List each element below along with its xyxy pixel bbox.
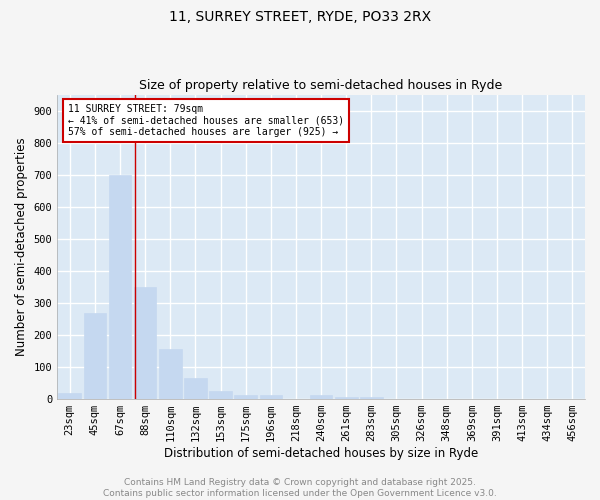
Bar xyxy=(235,395,257,399)
Bar xyxy=(83,312,106,399)
X-axis label: Distribution of semi-detached houses by size in Ryde: Distribution of semi-detached houses by … xyxy=(164,447,478,460)
Bar xyxy=(360,398,383,399)
Bar xyxy=(58,392,81,399)
Bar xyxy=(209,391,232,399)
Bar xyxy=(109,174,131,399)
Text: Contains HM Land Registry data © Crown copyright and database right 2025.
Contai: Contains HM Land Registry data © Crown c… xyxy=(103,478,497,498)
Bar xyxy=(260,395,282,399)
Bar xyxy=(159,350,182,399)
Text: 11, SURREY STREET, RYDE, PO33 2RX: 11, SURREY STREET, RYDE, PO33 2RX xyxy=(169,10,431,24)
Text: 11 SURREY STREET: 79sqm
← 41% of semi-detached houses are smaller (653)
57% of s: 11 SURREY STREET: 79sqm ← 41% of semi-de… xyxy=(68,104,344,137)
Title: Size of property relative to semi-detached houses in Ryde: Size of property relative to semi-detach… xyxy=(139,79,503,92)
Bar xyxy=(310,395,332,399)
Y-axis label: Number of semi-detached properties: Number of semi-detached properties xyxy=(15,138,28,356)
Bar xyxy=(134,287,157,399)
Bar xyxy=(335,396,358,399)
Bar xyxy=(184,378,207,399)
